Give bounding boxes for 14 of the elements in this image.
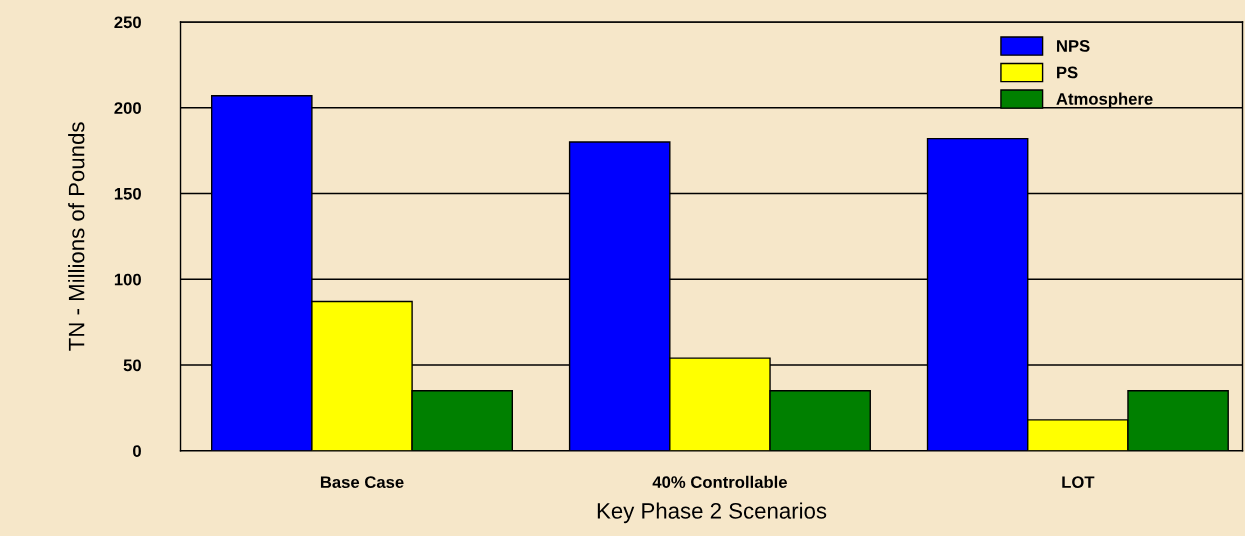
legend-label: NPS <box>1057 40 1090 52</box>
y-tick-label: 150 <box>114 187 141 200</box>
y-tick-label: 0 <box>133 445 141 457</box>
x-tick-label: 40% Controllable <box>652 475 787 489</box>
x-tick-label: LOT <box>1062 476 1095 489</box>
legend-label: PS <box>1057 66 1078 79</box>
y-tick-label: 250 <box>114 16 141 29</box>
y-tick-label: 200 <box>114 102 141 114</box>
y-tick-label: 50 <box>123 359 141 372</box>
y-axis-title: TN - Millions of Pounds <box>68 122 85 351</box>
y-tick-label: 100 <box>114 273 141 286</box>
x-tick-label: Base Case <box>320 476 404 489</box>
x-axis-title: Key Phase 2 Scenarios <box>597 502 827 524</box>
legend-label: Atmosphere <box>1056 92 1153 109</box>
